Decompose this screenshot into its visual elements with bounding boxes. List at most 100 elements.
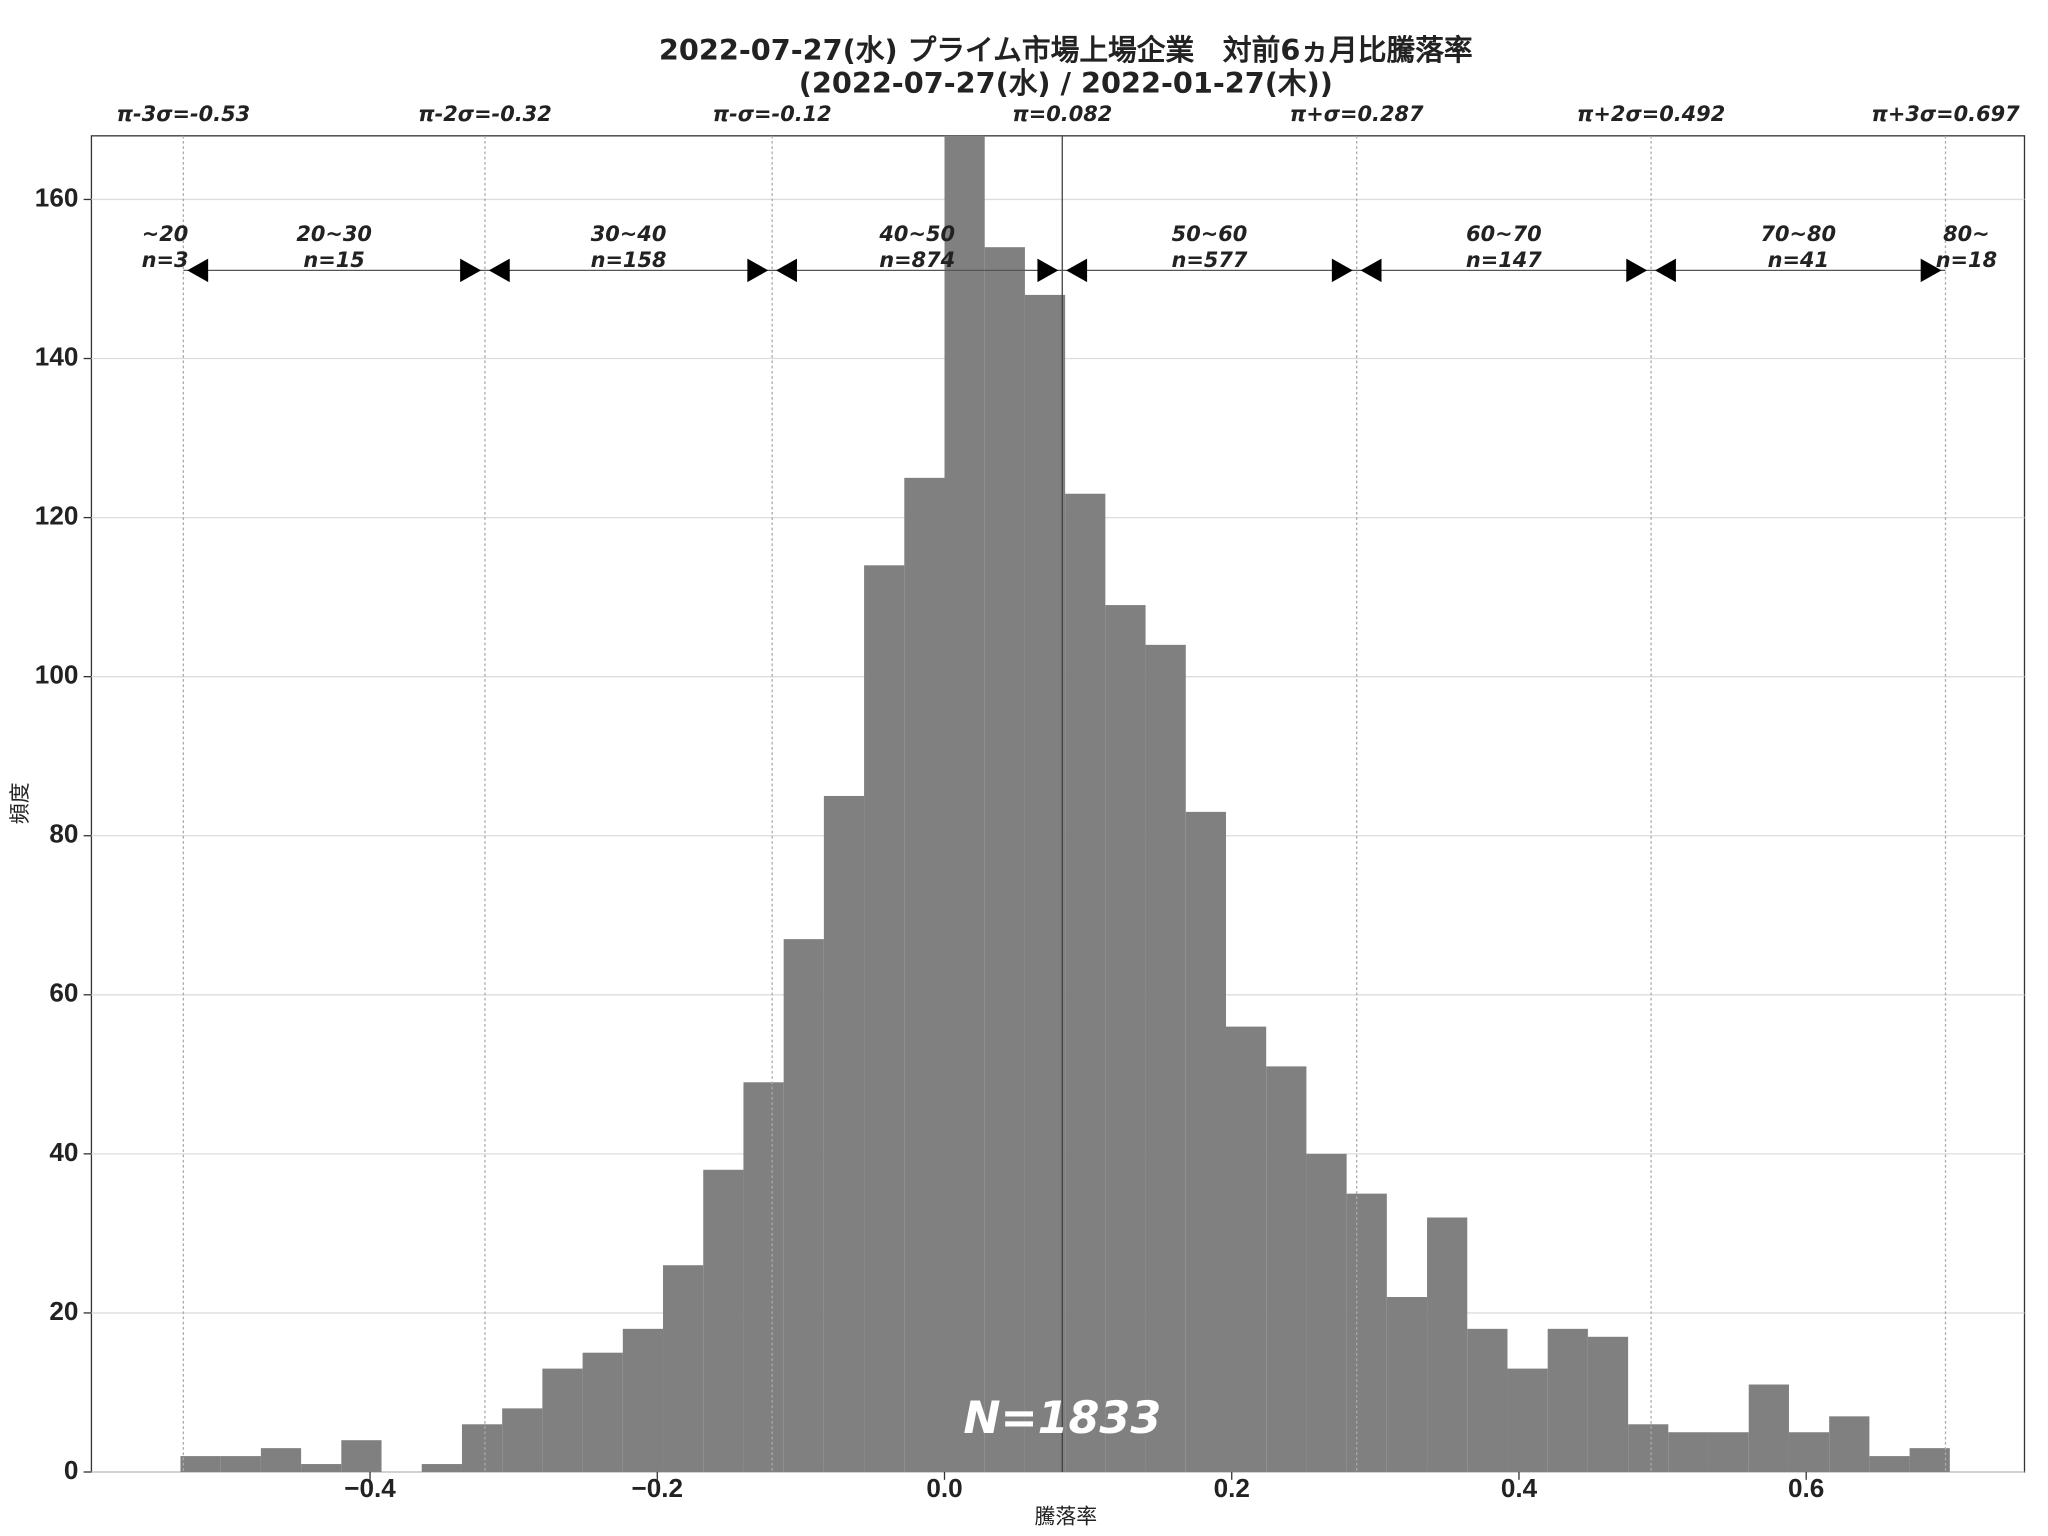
bar	[1266, 1066, 1307, 1472]
bar	[542, 1368, 583, 1472]
sigma-label: π+σ=0.287	[1290, 102, 1424, 126]
bar	[703, 1169, 744, 1472]
arrow-right	[1037, 258, 1059, 283]
sigma-label: π=0.082	[1012, 102, 1112, 126]
y-tick-label: 140	[35, 341, 79, 371]
sigma-label: π+3σ=0.697	[1871, 102, 2020, 126]
bar	[341, 1440, 382, 1472]
bars	[180, 135, 1950, 1472]
bar	[1346, 1193, 1387, 1472]
arrow-left	[187, 258, 209, 283]
bar	[622, 1328, 664, 1472]
bar	[1024, 294, 1066, 1472]
bar	[1628, 1424, 1669, 1472]
group-count: n=18	[1936, 248, 1997, 272]
bar	[1708, 1432, 1749, 1472]
group-range: 60~70	[1466, 222, 1542, 246]
sigma-label: π-σ=-0.12	[713, 102, 832, 126]
y-tick-label: 40	[49, 1137, 78, 1167]
bar	[1065, 493, 1106, 1472]
arrow-right	[1920, 258, 1942, 283]
y-tick-label: 20	[49, 1296, 78, 1326]
group-count: n=41	[1768, 248, 1829, 272]
group-range: ~20	[142, 222, 189, 246]
group-count: n=3	[142, 248, 189, 272]
bar	[1225, 1026, 1267, 1472]
y-axis-label: 頻度	[8, 782, 32, 824]
bar	[1306, 1153, 1347, 1472]
sigma-label: π-3σ=-0.53	[117, 102, 251, 126]
arrow-right	[747, 258, 769, 283]
bar	[904, 477, 945, 1472]
x-axis-label: 騰落率	[1034, 1505, 1097, 1529]
sigma-label: π+2σ=0.492	[1577, 102, 1725, 126]
bar	[1869, 1456, 1910, 1472]
bar	[1467, 1328, 1508, 1472]
x-tick-label: 0.4	[1501, 1473, 1538, 1503]
bar	[421, 1464, 462, 1472]
bar	[1748, 1384, 1789, 1472]
bar	[1105, 605, 1146, 1472]
y-tick-label: 160	[35, 182, 79, 212]
group-range: 50~60	[1172, 222, 1248, 246]
bar	[1788, 1432, 1830, 1472]
chart-subtitle: (2022-07-27(水) / 2022-01-27(木))	[799, 66, 1333, 100]
bar	[783, 939, 824, 1472]
bar	[502, 1408, 543, 1472]
bar	[823, 795, 865, 1472]
arrow-right	[1331, 258, 1353, 283]
bar	[461, 1424, 503, 1472]
bar	[984, 247, 1025, 1472]
bar	[1668, 1432, 1709, 1472]
bar	[582, 1352, 623, 1472]
arrow-right	[460, 258, 482, 283]
bar	[301, 1464, 342, 1472]
bar	[1185, 811, 1226, 1472]
group-count: n=577	[1172, 248, 1248, 272]
y-tick-label: 100	[35, 660, 79, 690]
bar	[1587, 1336, 1629, 1472]
chart-title: 2022-07-27(水) プライム市場上場企業 対前6ヵ月比騰落率	[659, 33, 1473, 67]
bar	[743, 1082, 784, 1472]
bar	[864, 565, 905, 1472]
group-range: 80~	[1943, 222, 1990, 246]
y-tick-label: 80	[49, 819, 78, 849]
bar	[180, 1456, 221, 1472]
bar	[1427, 1217, 1468, 1472]
sigma-label: π-2σ=-0.32	[418, 102, 552, 126]
x-tick-label: 0.6	[1788, 1473, 1824, 1503]
x-tick-label: −0.4	[344, 1473, 396, 1503]
arrow-left	[1655, 258, 1676, 283]
n-annotation: N=1833	[963, 1393, 1161, 1444]
group-count: n=158	[591, 248, 667, 272]
bar	[1547, 1328, 1588, 1472]
arrow-left	[1360, 258, 1382, 283]
x-tick-label: 0.2	[1214, 1473, 1250, 1503]
y-tick-label: 120	[35, 501, 79, 531]
bar	[1909, 1448, 1950, 1472]
x-tick-label: 0.0	[926, 1473, 962, 1503]
group-count: n=147	[1466, 248, 1542, 272]
bar	[944, 135, 985, 1472]
arrow-right	[1626, 258, 1648, 283]
arrow-left	[1066, 258, 1088, 283]
group-range: 30~40	[591, 222, 667, 246]
x-tick-label: −0.2	[631, 1473, 683, 1503]
bar	[220, 1456, 261, 1472]
group-count: n=874	[879, 248, 955, 272]
group-count: n=15	[303, 248, 364, 272]
arrow-left	[488, 258, 510, 283]
group-range: 20~30	[296, 222, 372, 246]
bar	[1507, 1368, 1548, 1472]
bar	[1145, 644, 1186, 1472]
group-range: 40~50	[878, 222, 955, 246]
y-tick-label: 0	[64, 1455, 79, 1485]
bar	[1386, 1297, 1428, 1472]
bar	[1829, 1416, 1870, 1472]
arrow-left	[776, 258, 797, 283]
group-range: 70~80	[1760, 222, 1836, 246]
y-tick-label: 60	[49, 978, 78, 1008]
bar	[663, 1265, 704, 1472]
